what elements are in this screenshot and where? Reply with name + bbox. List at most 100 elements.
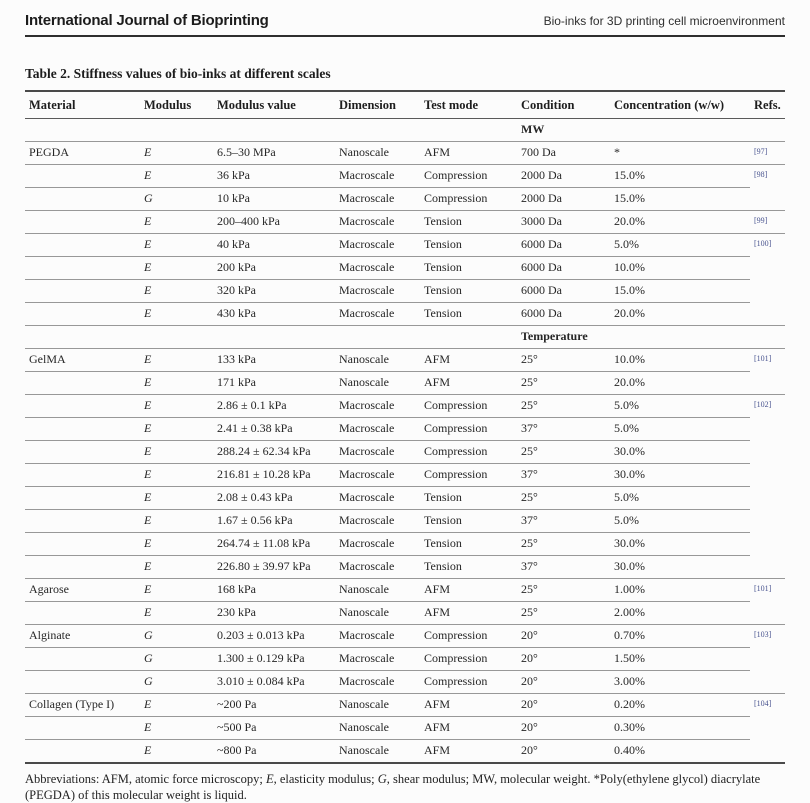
table-row: E 320 kPa Macroscale Tension 6000 Da 15.0% bbox=[25, 279, 785, 303]
cell-concentration: 5.0% bbox=[610, 486, 750, 510]
cell-modulus: E bbox=[140, 440, 213, 464]
cell-test-mode: AFM bbox=[420, 371, 517, 395]
column-header: Test mode bbox=[420, 91, 517, 119]
cell-condition: 20° bbox=[517, 647, 610, 671]
empty-cell bbox=[750, 118, 785, 142]
cell-condition: 37° bbox=[517, 555, 610, 579]
cell-modulus-value: 2.86 ± 0.1 kPa bbox=[213, 394, 335, 418]
cell-concentration: 10.0% bbox=[610, 348, 750, 372]
cell-concentration: 0.40% bbox=[610, 739, 750, 763]
table-row: E 216.81 ± 10.28 kPa Macroscale Compression… bbox=[25, 463, 785, 487]
cell-material bbox=[25, 256, 140, 280]
cell-condition: 6000 Da bbox=[517, 233, 610, 257]
footnote-text: , elasticity modulus; bbox=[273, 772, 378, 786]
cell-dimension: Macroscale bbox=[335, 394, 420, 418]
table-row: E 264.74 ± 11.08 kPa Macroscale Tension 25° 3… bbox=[25, 532, 785, 556]
cell-concentration: 30.0% bbox=[610, 440, 750, 464]
cell-dimension: Macroscale bbox=[335, 647, 420, 671]
cell-test-mode: Tension bbox=[420, 302, 517, 326]
empty-cell bbox=[610, 118, 750, 142]
table-body: MW PEGDA E 6.5–30 MPa Nanoscale AFM 700 Da * [97… bbox=[25, 118, 785, 764]
cell-ref bbox=[750, 533, 785, 556]
footnote-text: Abbreviations: AFM, atomic force microsc… bbox=[25, 772, 266, 786]
cell-concentration: 3.00% bbox=[610, 670, 750, 694]
table-subheader-row: Temperature bbox=[25, 325, 785, 349]
cell-condition: 25° bbox=[517, 371, 610, 395]
cell-test-mode: AFM bbox=[420, 141, 517, 165]
empty-cell bbox=[213, 325, 335, 349]
cell-material bbox=[25, 532, 140, 556]
table-row: E 230 kPa Nanoscale AFM 25° 2.00% bbox=[25, 601, 785, 625]
table-row: E 2.41 ± 0.38 kPa Macroscale Compression 37°… bbox=[25, 417, 785, 441]
cell-ref bbox=[750, 372, 785, 395]
cell-test-mode: Tension bbox=[420, 279, 517, 303]
cell-concentration: 0.20% bbox=[610, 693, 750, 717]
cell-ref bbox=[750, 740, 785, 764]
cell-test-mode: Compression bbox=[420, 394, 517, 418]
citation-link[interactable]: [101] bbox=[754, 584, 772, 593]
cell-ref: [98] bbox=[750, 164, 785, 188]
cell-ref bbox=[750, 717, 785, 740]
cell-modulus: E bbox=[140, 601, 213, 625]
table-row: E 200–400 kPa Macroscale Tension 3000 Da 20.0… bbox=[25, 210, 785, 234]
footnote-text: G bbox=[377, 772, 387, 786]
cell-test-mode: AFM bbox=[420, 739, 517, 763]
cell-modulus: E bbox=[140, 463, 213, 487]
column-header: Modulus bbox=[140, 91, 213, 119]
cell-modulus: E bbox=[140, 302, 213, 326]
cell-concentration: 15.0% bbox=[610, 279, 750, 303]
cell-modulus: E bbox=[140, 417, 213, 441]
cell-condition: 6000 Da bbox=[517, 302, 610, 326]
cell-material bbox=[25, 463, 140, 487]
cell-modulus-value: 40 kPa bbox=[213, 233, 335, 257]
cell-modulus-value: 264.74 ± 11.08 kPa bbox=[213, 532, 335, 556]
cell-modulus-value: 430 kPa bbox=[213, 302, 335, 326]
table-row: E 226.80 ± 39.97 kPa Macroscale Tension 37° 3… bbox=[25, 555, 785, 579]
cell-modulus: G bbox=[140, 670, 213, 694]
citation-link[interactable]: [97] bbox=[754, 147, 768, 156]
table-footnote: Abbreviations: AFM, atomic force microsc… bbox=[25, 771, 785, 803]
cell-ref: [101] bbox=[750, 578, 785, 602]
cell-test-mode: AFM bbox=[420, 348, 517, 372]
column-header: Concentration (w/w) bbox=[610, 91, 750, 119]
cell-ref bbox=[750, 257, 785, 280]
citation-link[interactable]: [98] bbox=[754, 170, 768, 179]
cell-concentration: 5.0% bbox=[610, 509, 750, 533]
cell-dimension: Macroscale bbox=[335, 417, 420, 441]
cell-condition: 37° bbox=[517, 463, 610, 487]
citation-link[interactable]: [100] bbox=[754, 239, 772, 248]
cell-ref: [102] bbox=[750, 394, 785, 418]
cell-modulus-value: 133 kPa bbox=[213, 348, 335, 372]
table-row: E 2.08 ± 0.43 kPa Macroscale Tension 25° 5.0% bbox=[25, 486, 785, 510]
cell-modulus: E bbox=[140, 578, 213, 602]
cell-modulus-value: 216.81 ± 10.28 kPa bbox=[213, 463, 335, 487]
cell-ref bbox=[750, 510, 785, 533]
cell-concentration: 0.30% bbox=[610, 716, 750, 740]
column-header: Refs. bbox=[750, 91, 785, 119]
citation-link[interactable]: [104] bbox=[754, 699, 772, 708]
empty-cell bbox=[335, 118, 420, 142]
cell-modulus-value: 230 kPa bbox=[213, 601, 335, 625]
citation-link[interactable]: [99] bbox=[754, 216, 768, 225]
cell-dimension: Nanoscale bbox=[335, 348, 420, 372]
cell-concentration: 1.00% bbox=[610, 578, 750, 602]
cell-condition: 2000 Da bbox=[517, 164, 610, 188]
citation-link[interactable]: [102] bbox=[754, 400, 772, 409]
table-row: Agarose E 168 kPa Nanoscale AFM 25° 1.00% [101] bbox=[25, 578, 785, 602]
cell-dimension: Nanoscale bbox=[335, 693, 420, 717]
cell-material: Agarose bbox=[25, 578, 140, 602]
cell-dimension: Macroscale bbox=[335, 210, 420, 234]
cell-test-mode: Tension bbox=[420, 256, 517, 280]
cell-material: GelMA bbox=[25, 348, 140, 372]
cell-condition: 37° bbox=[517, 417, 610, 441]
article-running-title: Bio-inks for 3D printing cell microenvir… bbox=[543, 14, 785, 28]
cell-modulus: E bbox=[140, 555, 213, 579]
citation-link[interactable]: [103] bbox=[754, 630, 772, 639]
citation-link[interactable]: [101] bbox=[754, 354, 772, 363]
cell-test-mode: Compression bbox=[420, 647, 517, 671]
cell-condition: 3000 Da bbox=[517, 210, 610, 234]
cell-condition: 20° bbox=[517, 716, 610, 740]
cell-dimension: Macroscale bbox=[335, 555, 420, 579]
cell-ref bbox=[750, 487, 785, 510]
cell-material bbox=[25, 394, 140, 418]
